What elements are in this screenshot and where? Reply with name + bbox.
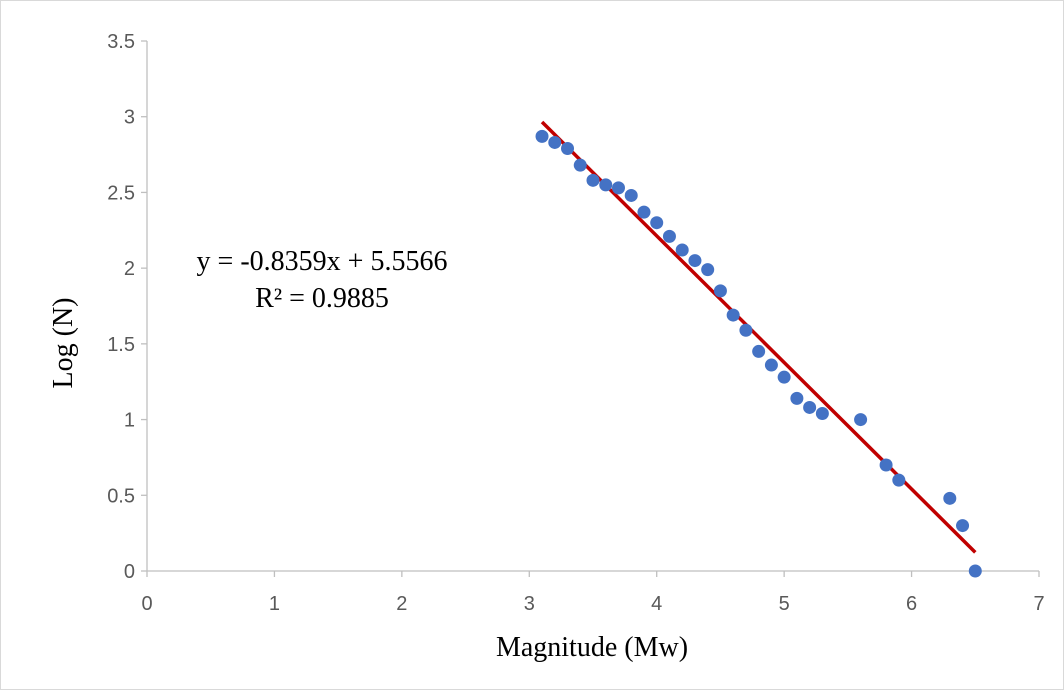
x-tick-label: 3 (524, 593, 535, 615)
x-tick-label: 7 (1033, 593, 1044, 615)
data-point (675, 243, 689, 257)
y-tick-label: 0.5 (107, 485, 135, 507)
data-point (701, 263, 715, 277)
trendline-equation: y = -0.8359x + 5.5566 (197, 246, 448, 277)
data-point (535, 129, 549, 143)
data-point (573, 158, 587, 172)
data-point (586, 173, 600, 187)
data-point (561, 142, 575, 156)
r-squared-label: R² = 0.9885 (255, 283, 389, 314)
data-point (688, 254, 702, 268)
x-tick-label: 5 (779, 593, 790, 615)
data-point (968, 564, 982, 578)
data-point (713, 284, 727, 298)
data-point (624, 188, 638, 202)
y-tick-label: 1.5 (107, 334, 135, 356)
y-tick-label: 3.5 (107, 31, 135, 53)
y-tick-label: 2 (124, 258, 135, 280)
x-axis-title: Magnitude (Mw) (496, 632, 688, 663)
axes (141, 40, 1040, 577)
x-tick-label: 1 (269, 593, 280, 615)
y-tick-label: 3 (124, 107, 135, 129)
x-tick-label: 4 (651, 593, 662, 615)
data-point (854, 413, 868, 427)
data-point (956, 519, 970, 533)
data-point (662, 229, 676, 243)
data-point (726, 308, 740, 322)
y-tick-label: 0 (124, 561, 135, 583)
x-tick-label: 2 (396, 593, 407, 615)
data-point (803, 400, 817, 414)
data-point (943, 491, 957, 505)
data-point (815, 407, 829, 421)
data-point (892, 473, 906, 487)
data-point (752, 344, 766, 358)
data-point (790, 391, 804, 405)
data-point (611, 181, 625, 195)
tick-labels: 0 0.5 1 1.5 2 2.5 3 3.5 0 1 2 3 4 5 6 7 (107, 31, 1044, 615)
data-point (599, 178, 613, 192)
x-tick-label: 0 (141, 593, 152, 615)
y-tick-label: 1 (124, 410, 135, 432)
data-point (764, 358, 778, 372)
data-points (535, 129, 982, 578)
data-point (650, 216, 664, 230)
x-tick-label: 6 (906, 593, 917, 615)
data-point (739, 323, 753, 337)
data-point (548, 135, 562, 149)
y-tick-label: 2.5 (107, 182, 135, 204)
y-axis-title: Log (N) (48, 298, 79, 389)
data-point (637, 205, 651, 219)
data-point (879, 458, 893, 472)
data-point (777, 370, 791, 384)
